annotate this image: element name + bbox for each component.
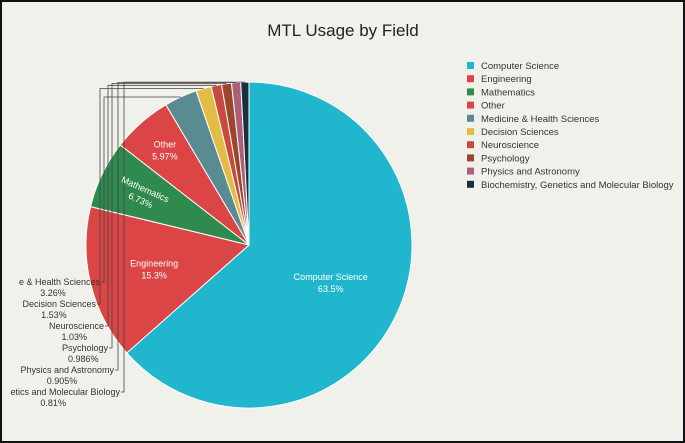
slice-percent-label: 0.905%	[47, 376, 78, 386]
legend-label: Decision Sciences	[481, 127, 559, 138]
leader-line	[101, 96, 181, 283]
legend-label: Mathematics	[481, 87, 535, 98]
slice-name-label: Computer Science	[294, 272, 368, 282]
legend-label: Computer Science	[481, 61, 559, 72]
legend-swatch	[467, 101, 474, 109]
slice-name-label: Physics and Astronomy	[20, 365, 114, 375]
slice-name-label: e & Health Sciences	[19, 277, 101, 287]
legend-label: Other	[481, 101, 505, 112]
legend-label: Neuroscience	[481, 140, 539, 151]
legend-swatch	[467, 180, 474, 188]
chart-title: MTL Usage by Field	[267, 21, 418, 40]
legend-label: Engineering	[481, 74, 532, 85]
leader-line	[109, 83, 227, 349]
slice-name-label: Other	[154, 140, 177, 150]
legend-label: Physics and Astronomy	[481, 167, 580, 178]
slice-percent-label: 0.81%	[40, 398, 66, 408]
slice-percent-label: 1.03%	[62, 332, 88, 342]
legend-label: Psychology	[481, 153, 530, 164]
leader-line	[97, 88, 204, 305]
slice-percent-label: 5.97%	[152, 152, 178, 162]
legend-swatch	[467, 154, 474, 162]
legend-swatch	[467, 141, 474, 149]
legend: Computer Science Engineering Mathematics Ot…	[467, 61, 674, 191]
legend-item-physics-and-astronomy: Physics and Astronomy	[467, 167, 580, 178]
legend-swatch	[467, 62, 474, 69]
pie-slices	[85, 81, 413, 409]
leader-line	[121, 81, 245, 393]
legend-item-computer-science: Computer Science	[467, 61, 559, 72]
slice-percent-label: 3.26%	[40, 288, 66, 298]
legend-swatch	[467, 88, 474, 96]
slice-name-label: Psychology	[62, 343, 109, 353]
legend-label: Biochemistry, Genetics and Molecular Bio…	[481, 180, 674, 191]
legend-label: Medicine & Health Sciences	[481, 114, 600, 125]
legend-item-engineering: Engineering	[467, 74, 532, 85]
legend-swatch	[467, 167, 474, 175]
slice-name-label: Neuroscience	[49, 321, 104, 331]
label-computer-science: Computer Science 63.5%	[294, 272, 368, 294]
legend-item-psychology: Psychology	[467, 153, 530, 164]
legend-item-biochemistry-genetics-and-molecular-biology: Biochemistry, Genetics and Molecular Bio…	[467, 180, 674, 191]
slice-name-label: etics and Molecular Biology	[10, 387, 120, 397]
slice-percent-label: 1.53%	[41, 310, 67, 320]
label-engineering: Engineering 15.3%	[130, 259, 178, 281]
leader-lines	[97, 81, 245, 393]
legend-item-mathematics: Mathematics	[467, 87, 535, 98]
legend-item-other: Other	[467, 101, 505, 112]
legend-swatch	[467, 128, 474, 135]
slice-percent-label: 63.5%	[318, 284, 344, 294]
legend-item-medicine-health-sciences: Medicine & Health Sciences	[467, 114, 600, 125]
label-other: Other 5.97%	[152, 140, 178, 162]
slice-engineering	[85, 206, 251, 354]
legend-swatch	[467, 75, 474, 83]
slice-name-label: Decision Sciences	[22, 299, 96, 309]
slice-name-label: Engineering	[130, 259, 178, 269]
legend-item-neuroscience: Neuroscience	[467, 140, 539, 151]
slice-percent-label: 0.986%	[68, 354, 99, 364]
slice-computer-science	[126, 81, 413, 409]
legend-swatch	[467, 114, 474, 122]
leader-line	[105, 84, 217, 327]
legend-item-decision-sciences: Decision Sciences	[467, 127, 559, 138]
slice-percent-label: 15.3%	[141, 271, 167, 281]
